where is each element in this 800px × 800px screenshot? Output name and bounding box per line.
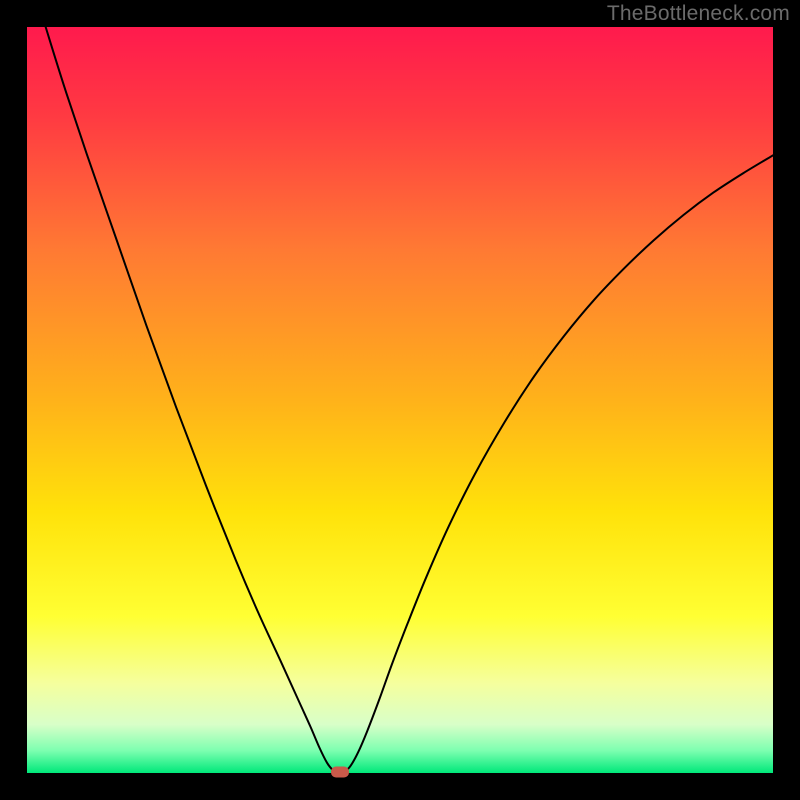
optimal-marker — [331, 766, 349, 777]
background-gradient — [27, 27, 773, 773]
chart-frame: TheBottleneck.com — [0, 0, 800, 800]
watermark-text: TheBottleneck.com — [607, 2, 790, 26]
plot-area — [27, 27, 773, 773]
